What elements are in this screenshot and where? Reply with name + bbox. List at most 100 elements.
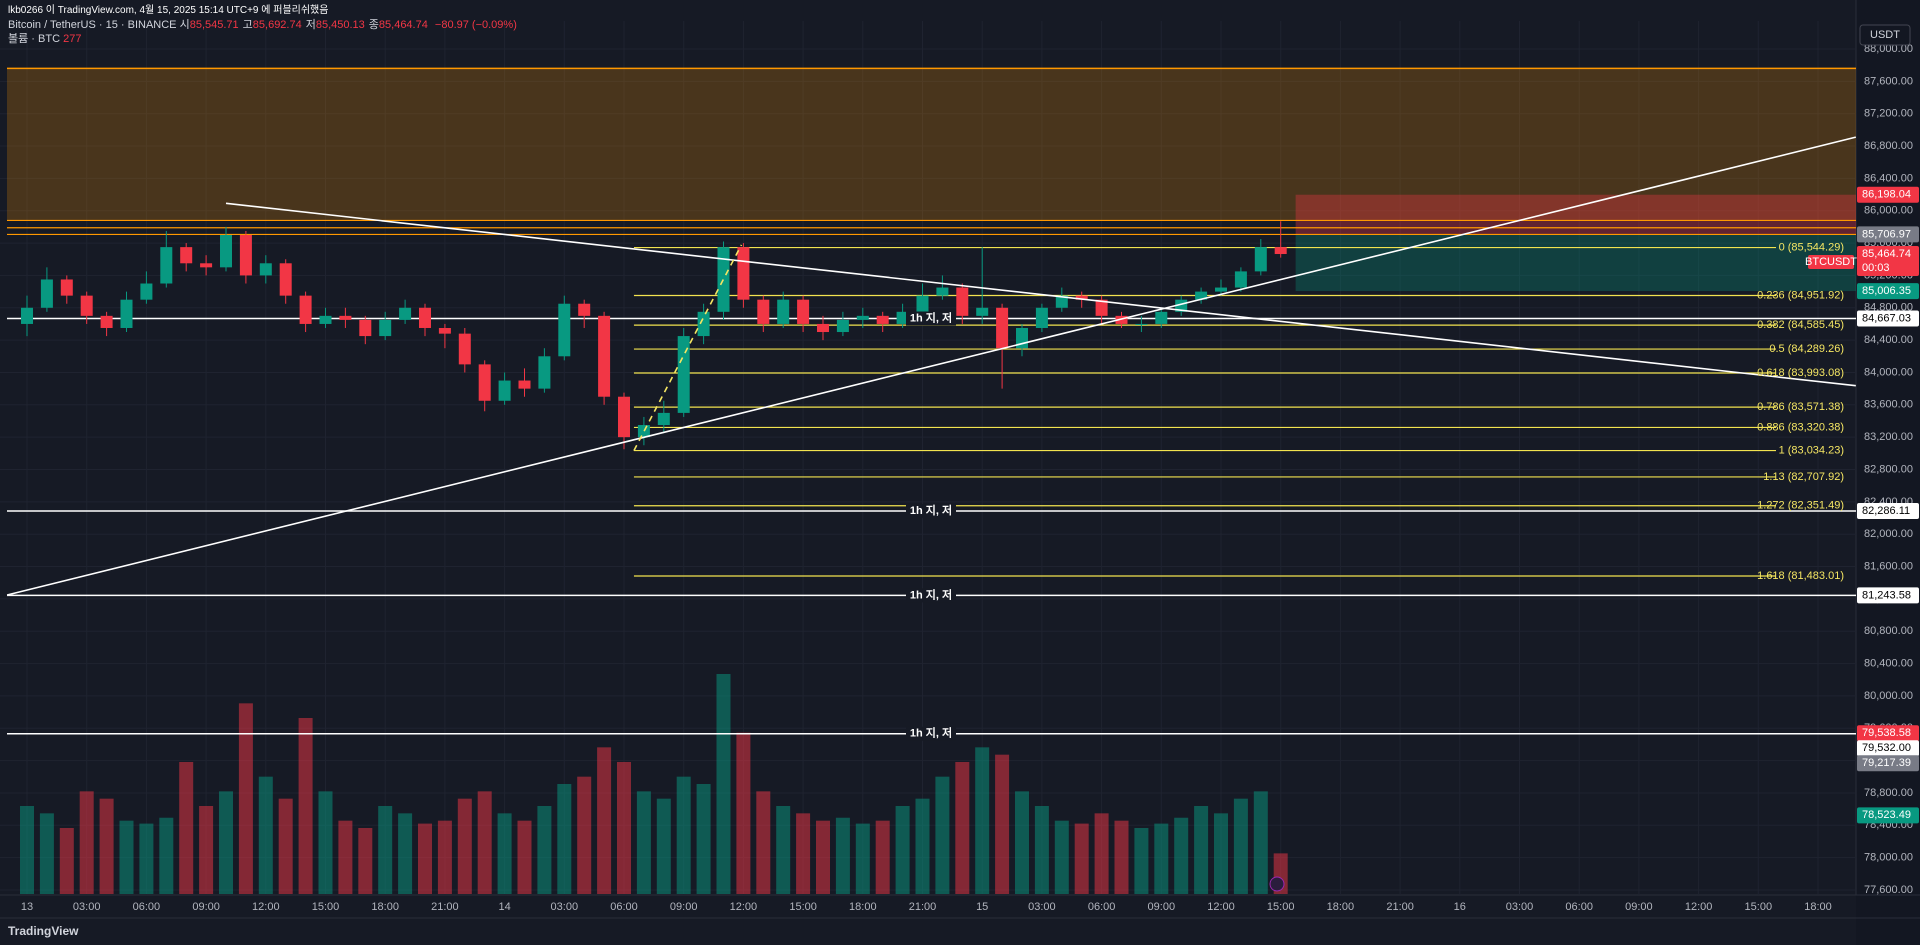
candle-body [1254,247,1267,272]
candle-body [458,333,471,365]
x-tick-label: 15:00 [1267,901,1295,913]
candle-body [618,396,630,438]
fib-label: 1 (83,034.23) [1779,444,1844,456]
fib-label: 1.272 (82,351.49) [1757,500,1844,512]
volume-bar [59,828,74,894]
candle-body [379,319,392,337]
x-tick-label: 13 [21,901,33,913]
y-tick-label: 84,400.00 [1864,334,1913,346]
volume-bar [358,828,373,894]
volume-bar [617,762,631,894]
price-tag [1857,807,1919,824]
currency[interactable]: USDT [1870,29,1900,41]
volume-bar [636,791,651,894]
x-tick-label: 16 [1454,901,1466,913]
trendline [225,202,1856,387]
price-tag-label: 85,006.35 [1862,285,1911,297]
x-tick-label: 14 [498,901,510,913]
y-tick-label: 86,000.00 [1864,205,1913,217]
volume-bar [1114,820,1129,894]
price-tag-label: 84,667.03 [1862,312,1911,324]
symbol-label: BTCUSDT [1805,256,1857,268]
y-tick-label: 80,000.00 [1864,690,1913,702]
candle-body [1035,307,1048,328]
volume-bar [20,806,34,894]
candle-body [896,311,909,324]
volume-bar [418,823,432,894]
x-tick-label: 21:00 [431,901,459,913]
candle-body [677,336,690,413]
candle-body [160,247,173,284]
fib-label: 1.618 (81,483.01) [1757,570,1844,582]
y-tick-label: 78,800.00 [1864,787,1913,799]
y-tick-label: 86,400.00 [1864,172,1913,184]
candle-body [478,364,491,401]
candle-body [856,315,869,320]
price-tag [1857,283,1919,300]
candle-body [1234,271,1247,288]
candle-body [637,425,650,438]
candle-body [558,303,571,357]
ohlc-label: 고 [242,19,253,31]
currency-button[interactable] [1859,24,1911,46]
x-tick-label: 09:00 [1148,901,1176,913]
candle-body [737,247,750,300]
volume-bar [457,798,472,894]
x-tick-label: 03:00 [551,901,579,913]
candle-body [100,315,113,328]
brand: TradingView [8,924,79,938]
fib-label: 0.5 (84,289.26) [1769,343,1844,355]
volume-bar [796,813,811,894]
candle-body [717,247,730,312]
candle-body [40,279,53,308]
candle-body [60,279,73,296]
volume-title: 볼륨 · BTC [8,33,61,45]
x-tick-label: 15:00 [789,901,817,913]
volume-bar [437,820,452,894]
volume-bar [875,820,890,894]
volume-bar [258,776,273,894]
volume-bar [1015,791,1029,894]
level-label-bg [906,504,956,519]
price-tag [1857,740,1919,757]
x-tick-label: 15:00 [1745,901,1773,913]
fib-label: 0.786 (83,571.38) [1757,401,1844,413]
y-tick-label: 83,200.00 [1864,431,1913,443]
candle-body [21,307,33,324]
y-tick-label: 83,600.00 [1864,399,1913,411]
volume-bar [1253,791,1268,894]
volume-bar [835,817,850,894]
price-tag [1857,226,1919,243]
volume-bar [199,806,214,894]
volume-bar [557,784,572,894]
candle-body [120,299,133,328]
reward-box [1295,234,1856,292]
candle-body [817,323,829,333]
x-tick-label: 18:00 [1327,901,1355,913]
volume-bar [39,813,54,894]
volume-bar [895,806,910,894]
x-tick-label: 18:00 [849,901,877,913]
fib-label: 0 (85,544.29) [1779,241,1844,253]
x-tick-label: 12:00 [730,901,758,913]
volume-bar [1214,813,1228,894]
candle-body [777,299,790,324]
x-tick-label: 15:00 [312,901,340,913]
volume-bar [716,674,731,894]
alert-icon[interactable] [1269,876,1285,892]
ohlc-value: 85,464.74 [378,19,428,31]
level-label-bg [906,311,956,326]
x-tick-label: 18:00 [371,901,399,913]
candle-body [956,287,969,316]
y-tick-label: 86,800.00 [1864,140,1913,152]
ohlc-value: 85,692.74 [252,19,302,31]
volume-bar [1154,823,1169,894]
volume-bar [1054,820,1069,894]
price-tag-label: 79,538.58 [1862,727,1911,739]
candle-body [1135,323,1148,325]
price-axis-bg [1856,0,1920,945]
volume-value: 277 [63,33,82,45]
y-tick-label: 87,600.00 [1864,75,1913,87]
price-tag [1857,725,1919,742]
